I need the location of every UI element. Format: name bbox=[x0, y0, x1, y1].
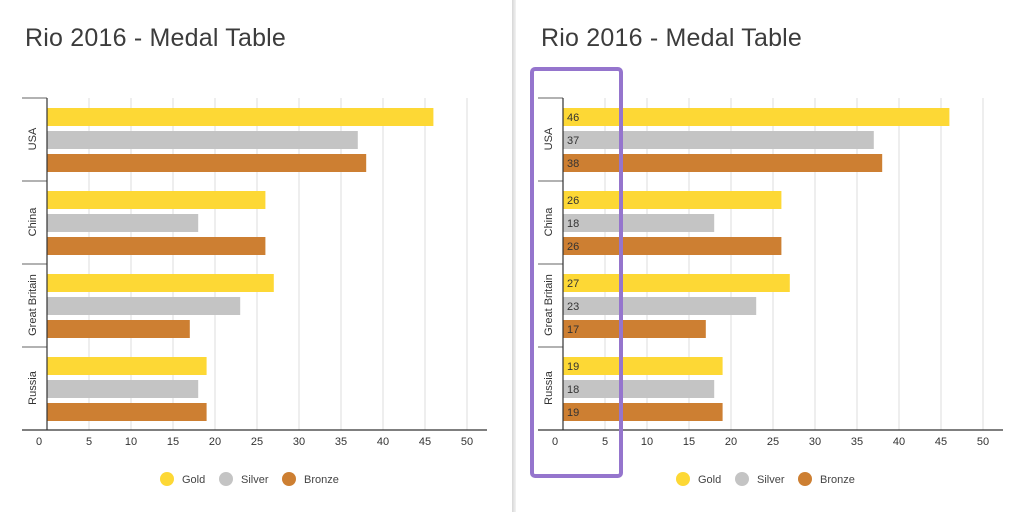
bar-silver bbox=[563, 214, 715, 232]
x-tick-label: 45 bbox=[419, 436, 431, 448]
x-tick-label: 10 bbox=[125, 436, 137, 448]
bar-gold bbox=[47, 274, 274, 292]
data-label: 27 bbox=[567, 278, 579, 290]
bar-bronze bbox=[47, 320, 190, 338]
data-label: 26 bbox=[567, 195, 579, 207]
legend-label: Gold bbox=[182, 474, 205, 486]
x-tick-label: 10 bbox=[641, 436, 653, 448]
chart-panel-right: Rio 2016 - Medal Table 0 5 10 15 20 25 30 35 40 4… bbox=[516, 0, 1024, 512]
legend-swatch-silver bbox=[735, 472, 749, 486]
bar-silver bbox=[563, 380, 715, 398]
x-tick-label: 20 bbox=[209, 436, 221, 448]
x-tick-label: 30 bbox=[809, 436, 821, 448]
highlight-box bbox=[530, 67, 623, 478]
x-tick-label: 15 bbox=[167, 436, 179, 448]
x-tick-label: 15 bbox=[683, 436, 695, 448]
legend-label: Silver bbox=[241, 474, 269, 486]
bar-gold bbox=[563, 357, 723, 375]
category-label: Great Britain bbox=[543, 274, 555, 336]
data-label: 26 bbox=[567, 241, 579, 253]
x-tick-label: 30 bbox=[293, 436, 305, 448]
bar-bronze bbox=[563, 154, 883, 172]
category-label: Russia bbox=[543, 370, 555, 405]
category-label: China bbox=[27, 207, 39, 237]
bar-silver bbox=[47, 214, 199, 232]
data-label: 19 bbox=[567, 407, 579, 419]
legend-label: Silver bbox=[757, 474, 785, 486]
category-label: USA bbox=[27, 127, 39, 150]
x-tick-label: 5 bbox=[602, 436, 608, 448]
bar-gold bbox=[47, 191, 266, 209]
x-tick-label: 35 bbox=[851, 436, 863, 448]
bar-bronze bbox=[47, 154, 367, 172]
x-tick-label: 40 bbox=[377, 436, 389, 448]
x-tick-label: 25 bbox=[251, 436, 263, 448]
data-label: 23 bbox=[567, 301, 579, 313]
x-tick-label: 40 bbox=[893, 436, 905, 448]
legend-label: Bronze bbox=[820, 474, 855, 486]
x-tick-label: 0 bbox=[36, 436, 42, 448]
bar-chart: 0 5 10 15 20 25 30 35 40 45 50 USA China Great Britai… bbox=[22, 97, 487, 486]
bar-bronze bbox=[47, 403, 207, 421]
legend-swatch-bronze bbox=[282, 472, 296, 486]
chart-title: Rio 2016 - Medal Table bbox=[25, 24, 287, 52]
data-label: 18 bbox=[567, 218, 579, 230]
x-tick-label: 35 bbox=[335, 436, 347, 448]
category-label: China bbox=[543, 207, 555, 237]
category-label: USA bbox=[543, 127, 555, 150]
data-label: 46 bbox=[567, 112, 579, 124]
x-tick-label: 5 bbox=[86, 436, 92, 448]
x-tick-label: 20 bbox=[725, 436, 737, 448]
legend-swatch-silver bbox=[219, 472, 233, 486]
data-label: 19 bbox=[567, 361, 579, 373]
bar-bronze bbox=[563, 237, 782, 255]
x-tick-label: 50 bbox=[977, 436, 989, 448]
x-tick-label: 25 bbox=[767, 436, 779, 448]
legend-swatch-gold bbox=[676, 472, 690, 486]
bar-bronze bbox=[563, 403, 723, 421]
bar-silver bbox=[563, 131, 874, 149]
bar-silver bbox=[47, 131, 358, 149]
data-label: 38 bbox=[567, 158, 579, 170]
bar-gold bbox=[563, 274, 790, 292]
legend-label: Bronze bbox=[304, 474, 339, 486]
data-label: 37 bbox=[567, 135, 579, 147]
x-tick-label: 45 bbox=[935, 436, 947, 448]
data-label: 18 bbox=[567, 384, 579, 396]
bar-gold bbox=[563, 191, 782, 209]
bar-bronze bbox=[47, 237, 266, 255]
bar-silver bbox=[47, 380, 199, 398]
bar-chart: 0 5 10 15 20 25 30 35 40 45 50 46 37 38 USA 26 18 26 China… bbox=[530, 67, 1003, 486]
bar-silver bbox=[563, 297, 757, 315]
bar-silver bbox=[47, 297, 241, 315]
panel-divider bbox=[512, 0, 516, 512]
legend-swatch-gold bbox=[160, 472, 174, 486]
bar-gold bbox=[47, 108, 434, 126]
chart-title: Rio 2016 - Medal Table bbox=[541, 24, 803, 52]
category-label: Great Britain bbox=[27, 274, 39, 336]
x-tick-label: 0 bbox=[552, 436, 558, 448]
x-tick-label: 50 bbox=[461, 436, 473, 448]
category-label: Russia bbox=[27, 370, 39, 405]
legend-label: Gold bbox=[698, 474, 721, 486]
bar-gold bbox=[47, 357, 207, 375]
legend-swatch-bronze bbox=[798, 472, 812, 486]
bar-bronze bbox=[563, 320, 706, 338]
bar-gold bbox=[563, 108, 950, 126]
chart-panel-left: Rio 2016 - Medal Table 0 5 10 15 20 25 30 35 40 4… bbox=[22, 24, 487, 486]
data-label: 17 bbox=[567, 324, 579, 336]
